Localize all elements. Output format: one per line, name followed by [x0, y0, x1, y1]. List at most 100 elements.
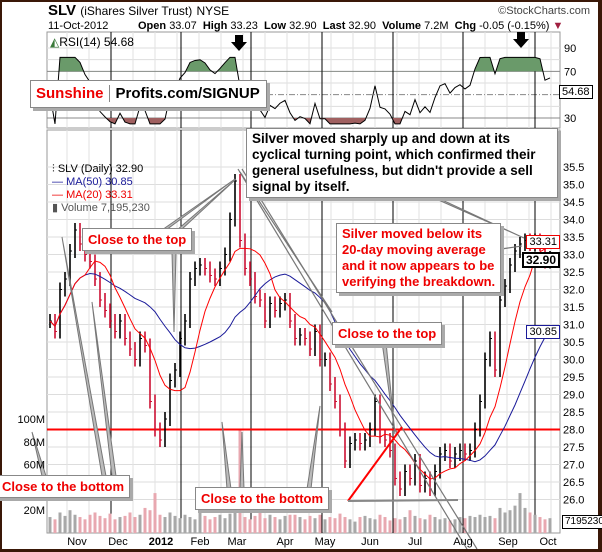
volume-bar	[63, 515, 67, 533]
annotation-main-line: turning point, which confirmed their gen…	[252, 147, 536, 178]
price-tick-label: 27.0	[563, 460, 584, 472]
volume-bar	[133, 517, 137, 533]
legend-ma20-label: MA(20) 33.31	[66, 189, 133, 201]
triangle-trend-line	[347, 426, 403, 502]
volume-bar	[443, 518, 447, 533]
rsi-icon: ◭	[50, 35, 60, 49]
price-tick-label: 35.0	[563, 180, 584, 192]
legend-volume-label: Volume 7,195,230	[61, 202, 150, 214]
x-axis-label: Nov	[67, 536, 87, 548]
volume-bar	[518, 493, 522, 533]
volume-bar	[513, 505, 517, 533]
annotation-main-line: Silver moved sharply up and down at its …	[252, 131, 511, 162]
volume-bar	[353, 521, 357, 533]
volume-bar	[118, 517, 122, 533]
down-arrow-icon	[231, 35, 247, 51]
volume-bar	[478, 514, 482, 533]
chg-value: -0.05 (-0.15%)	[479, 20, 550, 32]
volume-bar	[468, 515, 472, 533]
annotation-breakdown-line: and it now appears to be	[342, 258, 495, 273]
price-legend: ⫶ SLV (Daily) 32.90 — MA(50) 30.85 — MA(…	[52, 163, 150, 215]
volume-bar	[283, 515, 287, 533]
header-date: 11-Oct-2012	[48, 20, 109, 32]
volume-bar	[233, 510, 237, 533]
price-tick-label: 29.0	[563, 390, 584, 402]
price-tick-label: 27.5	[563, 442, 584, 454]
x-axis-label: Mar	[228, 536, 247, 548]
volume-bar	[503, 512, 507, 533]
sunshine-profits-banner[interactable]: Sunshine Profits.com/SIGNUP	[30, 80, 267, 108]
price-tick-label: 31.0	[563, 320, 584, 332]
volume-bar	[523, 507, 527, 533]
last-price-tag: 32.90	[521, 252, 560, 268]
volume-bar	[278, 519, 282, 533]
volume-bar	[438, 519, 442, 533]
price-tick-label: 31.5	[563, 302, 584, 314]
volume-bar	[373, 519, 377, 533]
volume-bar	[138, 514, 142, 533]
volume-bar	[343, 517, 347, 533]
rsi-value: 54.68	[103, 35, 134, 49]
sunshine-text: Sunshine	[31, 85, 110, 102]
legend-price-label: SLV (Daily) 32.90	[57, 163, 144, 175]
volume-bar	[168, 512, 172, 533]
callout-pointer	[171, 251, 177, 333]
volume-bar	[313, 518, 317, 533]
rsi-tick-label: 30	[564, 113, 576, 125]
x-axis-label: Feb	[191, 536, 210, 548]
volume-bar	[208, 519, 212, 533]
price-tick-label: 33.0	[563, 250, 584, 262]
volume-bar	[173, 515, 177, 533]
volume-bar	[88, 514, 92, 533]
volume-bar	[178, 518, 182, 533]
volume-bar	[248, 519, 252, 533]
price-tick-label: 26.0	[563, 495, 584, 507]
volume-bar	[293, 514, 297, 533]
volume-tick-label: 80M	[24, 437, 45, 449]
price-tick-label: 28.5	[563, 407, 584, 419]
volume-bar	[218, 514, 222, 533]
price-tick-label: 30.0	[563, 355, 584, 367]
volume-bar	[128, 512, 132, 533]
x-axis-label: Jul	[408, 536, 422, 548]
volume-bar	[548, 518, 552, 533]
volume-bar	[223, 518, 227, 533]
volume-bar	[243, 517, 247, 533]
x-axis-label: Oct	[539, 536, 556, 548]
volume-bar	[453, 519, 457, 533]
annotation-main-line: usefulness, but didn't provide a sell si…	[252, 163, 533, 194]
volume-bar	[48, 517, 52, 533]
volume-bar	[73, 514, 77, 533]
volume-bar	[98, 515, 102, 533]
chart-title: SLV (iShares Silver Trust) NYSE	[48, 2, 229, 20]
volume-bar	[158, 514, 162, 533]
ma20-value-tag: 33.31	[526, 235, 560, 249]
down-triangle-icon: ▼	[552, 20, 564, 32]
annotation-breakdown-line: Silver moved below its	[342, 226, 483, 241]
annotation-breakdown: Silver moved below its 20-day moving ave…	[336, 223, 502, 293]
volume-bar	[213, 517, 217, 533]
volume-bar	[288, 514, 292, 533]
volume-bar	[383, 517, 387, 533]
x-axis-label: Dec	[108, 536, 128, 548]
volume-bar	[113, 519, 117, 533]
volume-bar	[488, 515, 492, 533]
open-label: Open	[138, 20, 167, 32]
volume-bar	[428, 514, 432, 533]
x-axis-label: Jun	[361, 536, 379, 548]
volume-bar	[378, 514, 382, 533]
volume-value-tag: 7195230	[562, 515, 602, 529]
down-arrow-icon	[513, 32, 529, 48]
volume-bar	[268, 514, 272, 533]
volume-bar	[408, 510, 412, 533]
rsi-tick-label: 70	[564, 66, 576, 78]
volume-bar	[163, 517, 167, 533]
volume-bar	[298, 517, 302, 533]
rsi-line	[49, 56, 551, 125]
low-value: 32.90	[289, 20, 317, 32]
price-tick-label: 29.5	[563, 372, 584, 384]
volume-bar	[78, 517, 82, 533]
high-value: 33.23	[230, 20, 258, 32]
volume-bar	[318, 514, 322, 533]
volume-bar	[188, 517, 192, 533]
